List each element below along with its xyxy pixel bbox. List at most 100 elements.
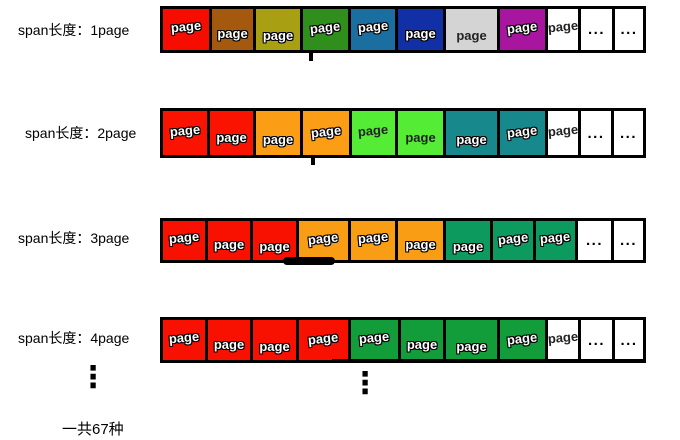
page-box: page [299,320,351,360]
page-box-label: page [452,239,484,254]
page-box-label: page [168,121,201,139]
page-box-label: page [456,131,487,147]
page-box: page [208,221,253,260]
page-box: page [163,111,210,155]
page-box-label: page [456,338,487,354]
page-box-label: page [216,129,247,145]
page-box: page [163,320,208,360]
more-pages-box: ... [578,221,614,260]
page-box: page [208,320,253,360]
more-pages-box: ... [581,111,614,155]
page-box: page [446,111,500,155]
page-strip-3: page page page page page page page page page....… [160,218,646,263]
page-box: page [256,9,303,50]
page-box-label: page [307,229,340,248]
page-box: page [256,111,303,155]
more-pages-ellipsis: ... [587,21,605,38]
page-box: page [548,320,581,360]
page-box-label: page [169,17,202,36]
page-box-label: page [259,338,290,354]
more-pages-ellipsis: ... [585,232,603,249]
page-box: page [253,320,299,360]
page-box: page [303,111,352,155]
ink-mark [309,50,313,61]
page-box-label: page [405,237,436,252]
page-box-label: page [213,336,245,352]
page-strip-4: page page page page page page page page page....… [160,317,646,363]
more-pages-ellipsis: ... [587,124,605,142]
page-box: page [446,221,493,260]
page-box: page [548,111,581,155]
page-box-label: page [213,237,245,252]
more-pages-ellipsis: ... [619,124,637,142]
page-box: page [303,9,351,50]
page-box: page [398,221,446,260]
more-pages-box: ... [581,320,615,360]
page-box: page [163,9,212,50]
page-box: page [351,9,398,50]
page-box: page [446,9,500,50]
more-pages-box: ... [615,320,643,360]
page-strip-2: page page page page page page page page page....… [160,108,646,158]
page-box-label: page [259,239,290,254]
page-box-label: page [406,336,438,352]
page-box-label: page [307,328,340,348]
page-box-label: page [506,18,539,37]
span-length-label-1: span长度：1page [18,22,130,38]
page-box-label: page [309,121,342,141]
page-box: page [352,111,398,155]
span-length-label-2: span长度：2page [25,125,137,141]
more-pages-ellipsis: ... [587,331,605,349]
vertical-ellipsis-left: ⋮ [78,360,108,395]
page-box: page [398,111,446,155]
more-pages-box: ... [581,9,615,50]
more-pages-ellipsis: ... [620,331,638,349]
page-box: page [548,9,581,50]
page-box: page [493,221,536,260]
more-pages-ellipsis: ... [620,21,638,38]
span-length-label-3: span长度：3page [18,230,130,246]
page-box: page [212,9,256,50]
page-box-label: page [506,121,539,141]
more-pages-ellipsis: ... [619,232,637,249]
page-box: page [401,320,446,360]
page-box: page [398,9,446,50]
page-box-label: page [548,17,579,36]
page-box: page [163,221,208,260]
total-count-note: 一共67种 [62,421,124,438]
page-box: page [446,320,500,360]
more-pages-box: ... [614,111,643,155]
ink-mark [332,359,645,363]
page-box-label: page [262,131,294,147]
page-box-label: page [548,121,579,139]
page-box: page [351,221,398,260]
page-box: page [351,320,401,360]
page-box-label: page [309,18,342,37]
page-box: page [210,111,256,155]
page-box-label: page [167,328,200,346]
page-box-label: page [496,229,529,248]
more-pages-box: ... [615,9,643,50]
ink-mark [283,257,335,265]
page-box-label: page [167,228,200,247]
page-box: page [500,320,548,360]
page-box: page [500,111,548,155]
page-strip-1: page page page page page page page page page....… [160,6,646,53]
page-box-label: page [539,228,572,247]
page-box-label: page [356,17,389,36]
page-box-label: page [456,28,487,43]
page-box-label: page [357,121,390,139]
vertical-ellipsis-right: ⋮ [350,366,380,401]
page-box-label: page [356,228,389,247]
page-box-label: page [548,328,579,346]
ink-mark [311,155,315,165]
page-box-label: page [506,328,539,348]
page-box-label: page [405,129,436,145]
page-box: page [500,9,548,50]
page-box: page [536,221,578,260]
page-box-label: page [262,28,294,43]
more-pages-box: ... [614,221,643,260]
page-box-label: page [358,328,391,346]
page-box-label: page [217,26,248,41]
